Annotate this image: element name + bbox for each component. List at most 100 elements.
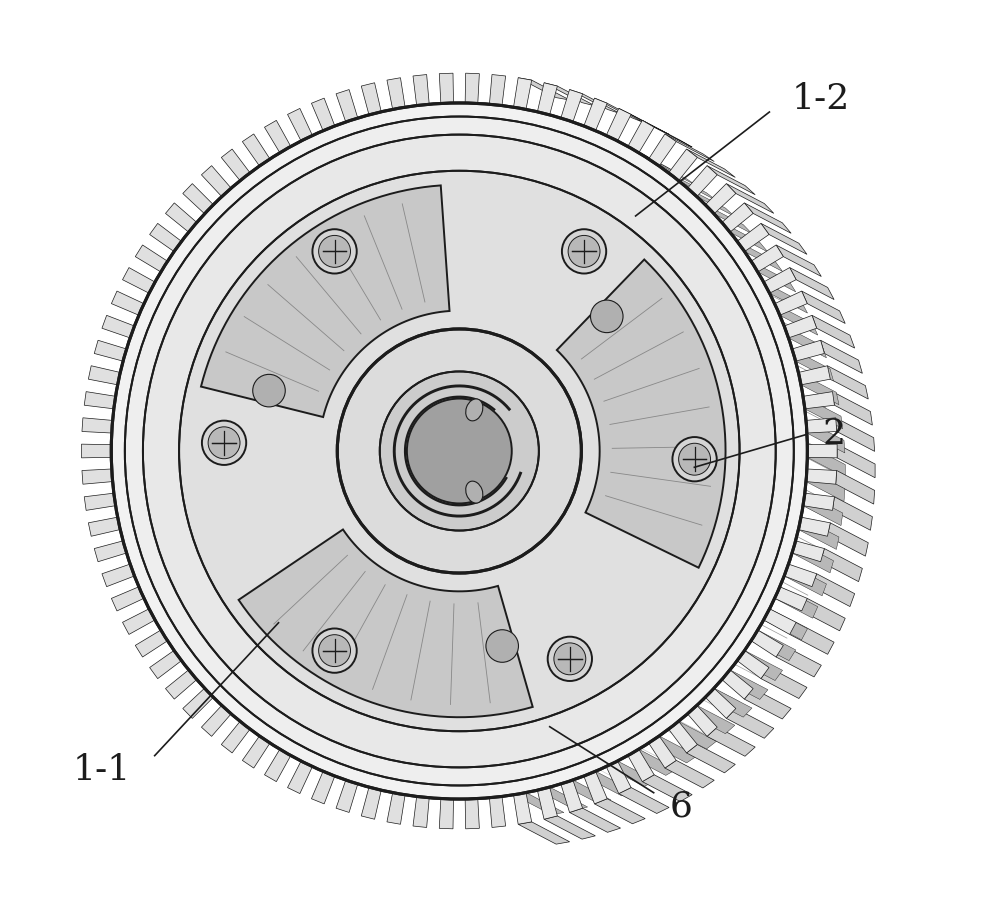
Polygon shape [803, 494, 843, 526]
Polygon shape [628, 749, 677, 776]
Polygon shape [687, 705, 735, 734]
Polygon shape [642, 121, 692, 148]
Polygon shape [665, 760, 714, 788]
Polygon shape [775, 587, 818, 619]
Polygon shape [802, 599, 845, 631]
Circle shape [125, 117, 794, 786]
Polygon shape [761, 668, 807, 699]
Polygon shape [812, 316, 855, 349]
Polygon shape [561, 780, 611, 804]
Polygon shape [88, 517, 120, 536]
Polygon shape [570, 808, 621, 833]
Polygon shape [150, 224, 182, 252]
Polygon shape [88, 367, 120, 386]
Polygon shape [775, 304, 818, 336]
Polygon shape [649, 135, 676, 167]
Polygon shape [775, 292, 807, 316]
Polygon shape [584, 126, 634, 152]
Polygon shape [514, 79, 532, 110]
Polygon shape [514, 793, 532, 824]
Polygon shape [798, 517, 839, 550]
Polygon shape [628, 147, 677, 173]
Polygon shape [790, 623, 834, 655]
Polygon shape [165, 670, 197, 699]
Polygon shape [764, 610, 796, 635]
Polygon shape [776, 646, 821, 677]
Polygon shape [94, 341, 127, 362]
Polygon shape [165, 204, 197, 233]
Polygon shape [827, 367, 868, 400]
Circle shape [208, 427, 240, 460]
Polygon shape [832, 392, 872, 425]
Polygon shape [705, 688, 736, 719]
Polygon shape [82, 470, 113, 485]
Polygon shape [792, 341, 824, 362]
Polygon shape [687, 166, 717, 198]
Polygon shape [751, 262, 796, 293]
Polygon shape [806, 418, 837, 433]
Polygon shape [544, 816, 595, 839]
Polygon shape [221, 150, 250, 182]
Circle shape [548, 637, 592, 681]
Polygon shape [561, 90, 583, 123]
Polygon shape [439, 798, 453, 829]
Polygon shape [776, 246, 821, 277]
Circle shape [407, 399, 512, 504]
Polygon shape [201, 166, 231, 198]
Polygon shape [239, 530, 533, 717]
Polygon shape [761, 224, 807, 255]
Circle shape [380, 372, 539, 531]
Polygon shape [387, 793, 405, 824]
Text: 6: 6 [669, 788, 692, 823]
Polygon shape [687, 745, 735, 773]
Polygon shape [784, 327, 826, 358]
Polygon shape [242, 736, 270, 768]
Polygon shape [649, 736, 676, 768]
Circle shape [554, 643, 586, 675]
Polygon shape [798, 517, 830, 536]
Polygon shape [669, 173, 717, 201]
Polygon shape [628, 121, 654, 154]
Polygon shape [606, 109, 631, 142]
Polygon shape [570, 90, 621, 115]
Polygon shape [514, 108, 564, 130]
Polygon shape [311, 99, 335, 132]
Polygon shape [722, 670, 768, 700]
Polygon shape [183, 184, 213, 215]
Circle shape [253, 375, 285, 407]
Polygon shape [806, 421, 845, 453]
Polygon shape [557, 260, 726, 568]
Polygon shape [803, 392, 834, 409]
Polygon shape [135, 246, 168, 273]
Polygon shape [669, 721, 697, 753]
Polygon shape [413, 76, 429, 107]
Polygon shape [311, 771, 335, 804]
Polygon shape [111, 587, 144, 611]
Polygon shape [537, 787, 557, 819]
Polygon shape [726, 709, 774, 739]
Polygon shape [806, 470, 837, 485]
Polygon shape [687, 705, 717, 737]
Polygon shape [606, 761, 656, 787]
Polygon shape [489, 796, 506, 827]
Polygon shape [94, 541, 127, 562]
Circle shape [143, 135, 776, 768]
Polygon shape [764, 283, 808, 313]
Polygon shape [792, 349, 834, 382]
Polygon shape [561, 119, 611, 143]
Polygon shape [803, 494, 834, 511]
Polygon shape [336, 90, 358, 123]
Polygon shape [123, 268, 155, 293]
Polygon shape [751, 246, 783, 273]
Text: 1-2: 1-2 [792, 82, 850, 116]
Polygon shape [201, 186, 450, 417]
Polygon shape [798, 367, 830, 386]
Polygon shape [784, 316, 817, 339]
Polygon shape [489, 76, 506, 107]
Polygon shape [807, 444, 837, 459]
Circle shape [568, 237, 600, 268]
Polygon shape [726, 184, 774, 214]
Polygon shape [669, 150, 697, 182]
Polygon shape [705, 184, 736, 215]
Polygon shape [465, 798, 479, 829]
